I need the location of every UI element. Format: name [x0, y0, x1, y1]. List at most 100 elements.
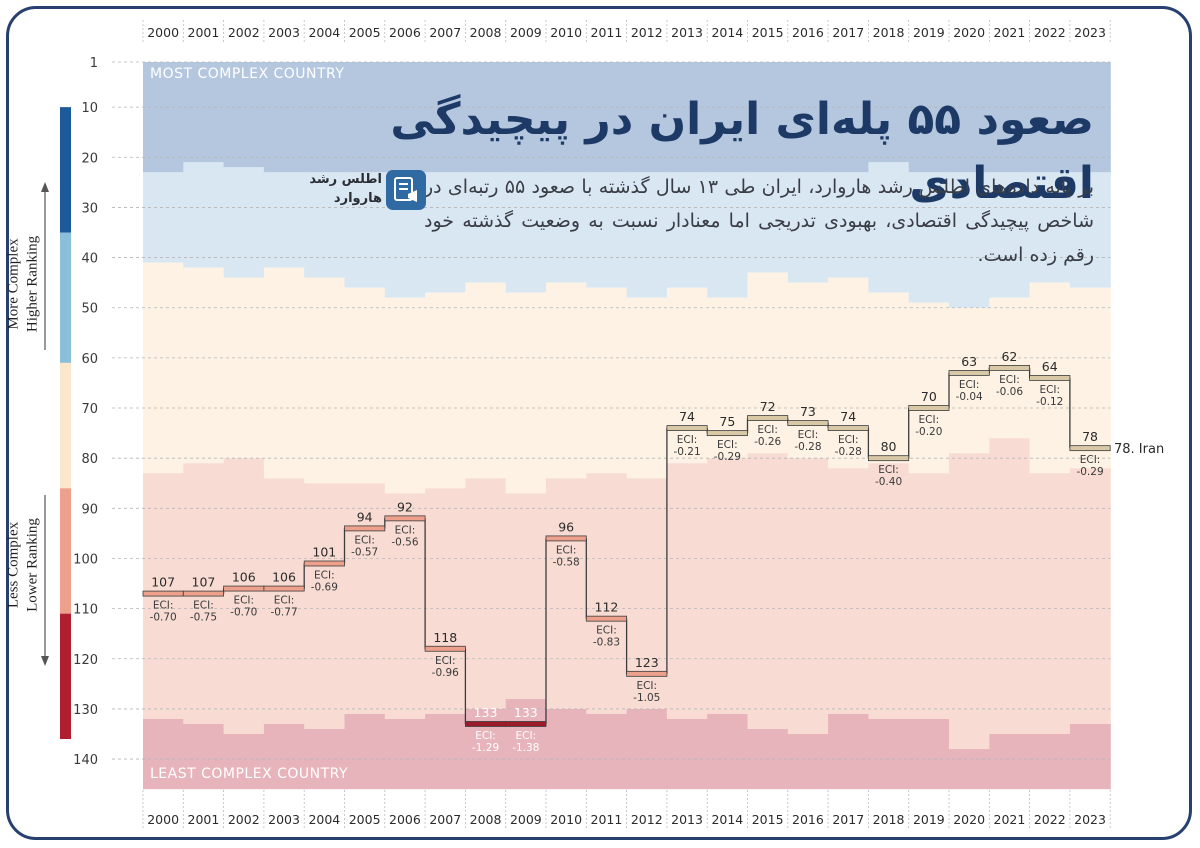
band-top-2010: [546, 62, 587, 173]
eci-prefix-label: ECI:: [838, 434, 859, 446]
rank-label: 106: [232, 570, 256, 585]
iran-rank-mark-2006: [384, 515, 426, 522]
rank-label: 112: [595, 600, 619, 615]
band-upper-2021: [989, 172, 1031, 298]
eci-value-label: -0.40: [875, 476, 902, 488]
rank-label: 75: [719, 414, 735, 429]
y-tick-label: 50: [81, 302, 98, 317]
band-lower-2010: [546, 478, 587, 709]
scale-segment-4: [60, 613, 71, 740]
title-block: صعود ۵۵ پله‌ای ایران در پیچیدگی اقتصادی: [254, 88, 1094, 216]
band-bottom-2009: [505, 698, 547, 790]
eci-value-label: -0.70: [230, 607, 257, 619]
eci-prefix-label: ECI:: [475, 730, 496, 742]
eci-prefix-label: ECI:: [274, 595, 295, 607]
source-badge: اطلس رشد هاروارد: [309, 170, 430, 210]
iran-rank-mark-2011: [585, 615, 627, 622]
x-tick-label-bottom: 2007: [429, 812, 461, 827]
band-upper-2012: [626, 172, 668, 298]
eci-value-label: -0.06: [996, 386, 1023, 398]
eci-value-label: -0.04: [956, 391, 983, 403]
y-axis-lower-label: Less Complex Lower Ranking: [6, 518, 41, 612]
band-top-2015: [747, 62, 789, 173]
x-tick-label-top: 2003: [268, 25, 300, 40]
x-tick-label-bottom: 2012: [631, 812, 663, 827]
band-bottom-2005: [344, 713, 386, 790]
eci-prefix-label: ECI:: [354, 534, 375, 546]
band-mid-2013: [666, 287, 708, 464]
scale-segment-2: [60, 362, 71, 489]
eci-prefix-label: ECI:: [596, 625, 617, 637]
band-upper-2009: [505, 172, 547, 293]
x-tick-label-bottom: 2022: [1034, 812, 1066, 827]
x-tick-label-top: 2014: [711, 25, 743, 40]
x-tick-label-bottom: 2013: [671, 812, 703, 827]
eci-prefix-label: ECI:: [435, 655, 456, 667]
x-tick-label-bottom: 2003: [268, 812, 300, 827]
outer-frame: [6, 6, 1192, 840]
iran-rank-mark-2000: [142, 590, 184, 597]
x-tick-label-top: 2008: [470, 25, 502, 40]
band-upper-2003: [263, 172, 305, 268]
eci-prefix-label: ECI:: [516, 730, 537, 742]
x-tick-label-top: 2002: [228, 25, 260, 40]
x-tick-label-top: 2012: [631, 25, 663, 40]
band-top-2002: [223, 62, 265, 168]
x-tick-label-bottom: 2001: [188, 812, 220, 827]
x-tick-label-bottom: 2010: [550, 812, 582, 827]
band-mid-2017: [828, 277, 869, 469]
band-upper-2000: [143, 172, 184, 263]
x-tick-label-bottom: 2008: [470, 812, 502, 827]
iran-rank-mark-2022: [1029, 375, 1071, 381]
eci-value-label: -1.38: [512, 742, 539, 754]
band-lower-2005: [344, 483, 386, 714]
rank-label: 107: [151, 575, 175, 590]
rank-label: 101: [312, 545, 336, 560]
band-upper-2002: [223, 167, 265, 278]
band-lower-2015: [747, 453, 789, 729]
x-tick-label-top: 2010: [550, 25, 582, 40]
band-bottom-2023: [1069, 723, 1111, 790]
eci-value-label: -1.05: [633, 692, 660, 704]
eci-value-label: -0.26: [754, 436, 781, 448]
y-tick-label: 60: [81, 352, 98, 367]
band-top-2014: [707, 62, 749, 173]
scale-segment-0: [60, 107, 71, 233]
band-bottom-2019: [908, 718, 950, 790]
x-tick-label-top: 2000: [147, 25, 179, 40]
eci-prefix-label: ECI:: [999, 374, 1020, 386]
x-tick-label-top: 2021: [994, 25, 1026, 40]
band-bottom-2003: [263, 723, 305, 790]
band-top-2001: [183, 62, 225, 163]
scale-segment-1: [60, 232, 71, 363]
x-tick-label-top: 2006: [389, 25, 421, 40]
band-mid-2003: [263, 267, 305, 479]
band-mid-2008: [465, 282, 507, 479]
band-bottom-2022: [1029, 734, 1071, 790]
band-bottom-2001: [183, 723, 225, 790]
band-bottom-2010: [546, 708, 587, 790]
rank-label: 133: [514, 705, 538, 720]
eci-prefix-label: ECI:: [677, 434, 698, 446]
x-tick-label-bottom: 2017: [832, 812, 864, 827]
band-top-label: MOST COMPLEX COUNTRY: [150, 66, 344, 82]
band-upper-2001: [183, 162, 225, 268]
rank-label: 107: [192, 575, 216, 590]
band-upper-2019: [908, 172, 950, 303]
band-lower-2009: [505, 493, 547, 699]
band-lower-2004: [304, 483, 346, 729]
band-top-2012: [626, 62, 668, 173]
eci-prefix-label: ECI:: [153, 600, 174, 612]
eci-value-label: -0.96: [432, 667, 459, 679]
band-bottom-2012: [626, 708, 668, 790]
band-top-2005: [344, 62, 386, 173]
eci-value-label: -0.21: [673, 446, 700, 458]
band-upper-2010: [546, 172, 587, 283]
y-tick-label: 30: [81, 201, 98, 216]
band-upper-2011: [586, 172, 628, 288]
rank-label: 92: [397, 499, 413, 514]
band-lower-2019: [908, 473, 950, 719]
x-tick-label-bottom: 2000: [147, 812, 179, 827]
band-upper-2005: [344, 172, 386, 288]
